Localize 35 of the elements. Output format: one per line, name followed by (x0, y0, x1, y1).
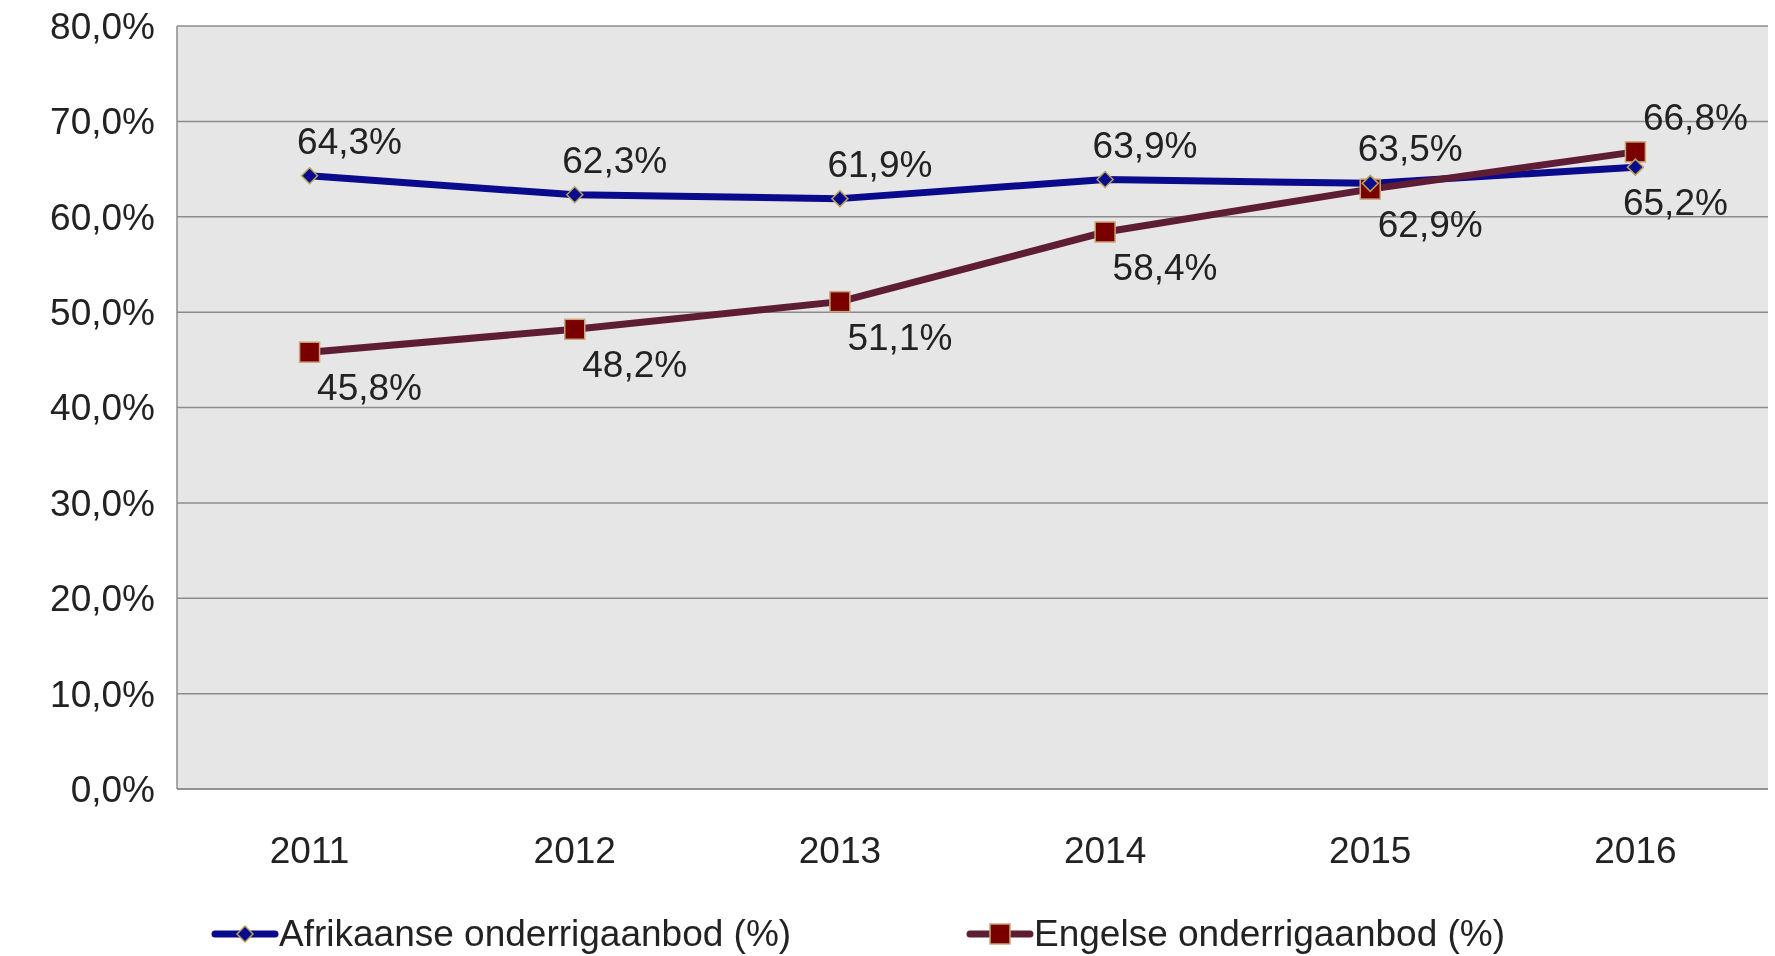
y-tick-label: 0,0% (70, 768, 155, 810)
x-tick-label: 2015 (1329, 830, 1412, 871)
point (831, 189, 849, 208)
y-tick-label: 30,0% (50, 482, 155, 524)
y-tick-label: 10,0% (50, 673, 155, 715)
data-label: 58,4% (1112, 247, 1218, 289)
data-label: 62,3% (562, 139, 668, 181)
y-tick-label: 80,0% (50, 5, 155, 47)
y-tick-label: 20,0% (50, 578, 155, 620)
point (1096, 170, 1114, 189)
y-tick-label: 50,0% (50, 292, 155, 334)
data-label: 66,8% (1642, 96, 1748, 138)
y-tick-label: 70,0% (50, 101, 155, 143)
data-label: 65,2% (1622, 182, 1728, 224)
point (566, 186, 584, 204)
legend-label: Engelse onderrigaanbod (%) (1034, 913, 1506, 954)
x-tick-label: 2011 (269, 830, 350, 871)
x-tick-label: 2014 (1063, 830, 1147, 871)
data-label: 51,1% (847, 316, 953, 358)
point (1626, 158, 1645, 176)
data-label: 63,9% (1092, 124, 1198, 166)
point (300, 166, 319, 185)
y-tick-label: 40,0% (50, 387, 155, 429)
point (1361, 174, 1379, 193)
data-label: 61,9% (827, 143, 933, 185)
data-label: 64,3% (297, 120, 403, 162)
legend-label: Afrikaanse onderrigaanbod (%) (279, 913, 792, 954)
x-tick-label: 2013 (798, 830, 882, 871)
y-tick-label: 60,0% (50, 196, 155, 238)
data-label: 63,5% (1357, 128, 1463, 170)
data-label: 62,9% (1377, 204, 1483, 246)
x-tick-label: 2012 (533, 830, 616, 871)
x-tick-label: 2016 (1594, 830, 1677, 871)
data-label: 45,8% (317, 367, 423, 409)
data-label: 48,2% (582, 344, 688, 386)
